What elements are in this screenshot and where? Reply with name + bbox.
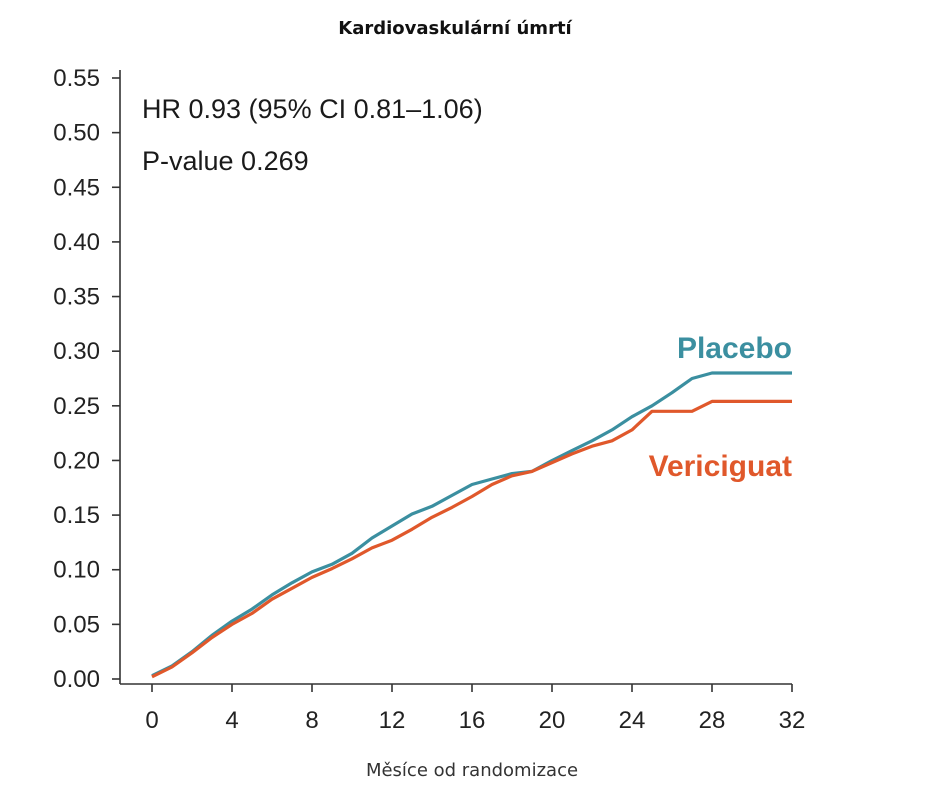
x-tick-label: 12 [379, 707, 406, 734]
x-tick-label: 28 [699, 707, 726, 734]
y-tick-label: 0.35 [53, 284, 100, 311]
y-tick-label: 0.25 [53, 393, 100, 420]
y-tick-label: 0.30 [53, 338, 100, 365]
vericiguat-series-label: Vericiguat [649, 450, 792, 483]
x-ticks: 0 4 8 12 16 20 24 28 32 [145, 684, 805, 734]
hazard-ratio-annotation: HR 0.93 (95% CI 0.81–1.06) [142, 94, 483, 124]
y-tick-label: 0.40 [53, 229, 100, 256]
y-tick-label: 0.05 [53, 611, 100, 638]
x-tick-label: 4 [225, 707, 238, 734]
x-tick-label: 8 [305, 707, 318, 734]
y-tick-label: 0.15 [53, 502, 100, 529]
y-tick-label: 0.20 [53, 447, 100, 474]
y-tick-label: 0.45 [53, 174, 100, 201]
y-tick-label: 0.55 [53, 65, 100, 92]
x-tick-label: 20 [539, 707, 566, 734]
plot-area: 0.00 0.05 0.10 0.15 0.20 0.25 0.30 0.35 0.40 0.45… [53, 65, 805, 734]
x-tick-label: 32 [779, 707, 806, 734]
series-lines [151, 371, 792, 679]
x-tick-label: 24 [619, 707, 646, 734]
y-tick-label: 0.50 [53, 120, 100, 147]
y-ticks: 0.00 0.05 0.10 0.15 0.20 0.25 0.30 0.35 0.40 0.45… [53, 65, 120, 693]
x-tick-label: 0 [145, 707, 158, 734]
series-line-vericiguat [151, 399, 792, 679]
series-line-placebo [151, 371, 792, 678]
x-tick-label: 16 [459, 707, 486, 734]
placebo-series-label: Placebo [677, 332, 792, 365]
p-value-annotation: P-value 0.269 [142, 146, 309, 176]
chart-title: Kardiovaskulární úmrtí [338, 18, 572, 39]
y-tick-label: 0.10 [53, 557, 100, 584]
y-tick-label: 0.00 [53, 666, 100, 693]
x-axis-title: Měsíce od randomizace [366, 760, 578, 781]
